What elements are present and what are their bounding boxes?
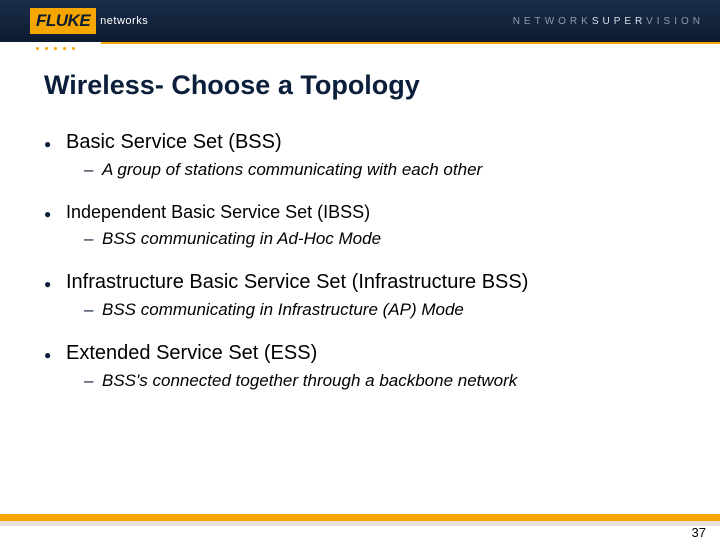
logo-main-text: FLUKE xyxy=(36,11,90,31)
footer-grey-bar xyxy=(0,521,720,526)
logo-dots xyxy=(36,47,75,50)
footer-accent-bar xyxy=(0,514,720,521)
logo-sub-text: networks xyxy=(100,15,148,27)
sub-bullet-text: BSS communicating in Ad-Hoc Mode xyxy=(102,229,381,249)
slide-title: Wireless- Choose a Topology xyxy=(44,70,676,101)
dash-icon: – xyxy=(84,300,102,320)
bullet-list: ● Basic Service Set (BSS) – A group of s… xyxy=(44,131,676,391)
sub-bullet-text: A group of stations communicating with e… xyxy=(102,160,482,180)
logo: FLUKE networks xyxy=(0,0,148,42)
bullet-item: ● Independent Basic Service Set (IBSS) –… xyxy=(44,202,676,249)
slide-content: Wireless- Choose a Topology ● Basic Serv… xyxy=(0,44,720,391)
bullet-item: ● Basic Service Set (BSS) – A group of s… xyxy=(44,131,676,180)
header-bar: FLUKE networks NETWORKSUPERVISION xyxy=(0,0,720,42)
sub-bullet-item: – BSS communicating in Ad-Hoc Mode xyxy=(84,229,676,249)
sub-bullet-text: BSS communicating in Infrastructure (AP)… xyxy=(102,300,464,320)
bullet-icon: ● xyxy=(44,208,66,220)
bullet-text: Extended Service Set (ESS) xyxy=(66,342,317,365)
bullet-text: Basic Service Set (BSS) xyxy=(66,131,282,154)
bullet-item: ● Extended Service Set (ESS) – BSS's con… xyxy=(44,342,676,391)
sub-bullet-text: BSS's connected together through a backb… xyxy=(102,371,517,391)
bullet-icon: ● xyxy=(44,349,66,361)
bullet-text: Independent Basic Service Set (IBSS) xyxy=(66,202,370,223)
bullet-text: Infrastructure Basic Service Set (Infras… xyxy=(66,271,528,294)
page-number: 37 xyxy=(692,525,706,540)
dash-icon: – xyxy=(84,371,102,391)
sub-bullet-item: – A group of stations communicating with… xyxy=(84,160,676,180)
dash-icon: – xyxy=(84,229,102,249)
dash-icon: – xyxy=(84,160,102,180)
bullet-icon: ● xyxy=(44,138,66,150)
bullet-item: ● Infrastructure Basic Service Set (Infr… xyxy=(44,271,676,320)
sub-bullet-item: – BSS communicating in Infrastructure (A… xyxy=(84,300,676,320)
header-tagline: NETWORKSUPERVISION xyxy=(513,16,704,27)
bullet-icon: ● xyxy=(44,278,66,290)
sub-bullet-item: – BSS's connected together through a bac… xyxy=(84,371,676,391)
